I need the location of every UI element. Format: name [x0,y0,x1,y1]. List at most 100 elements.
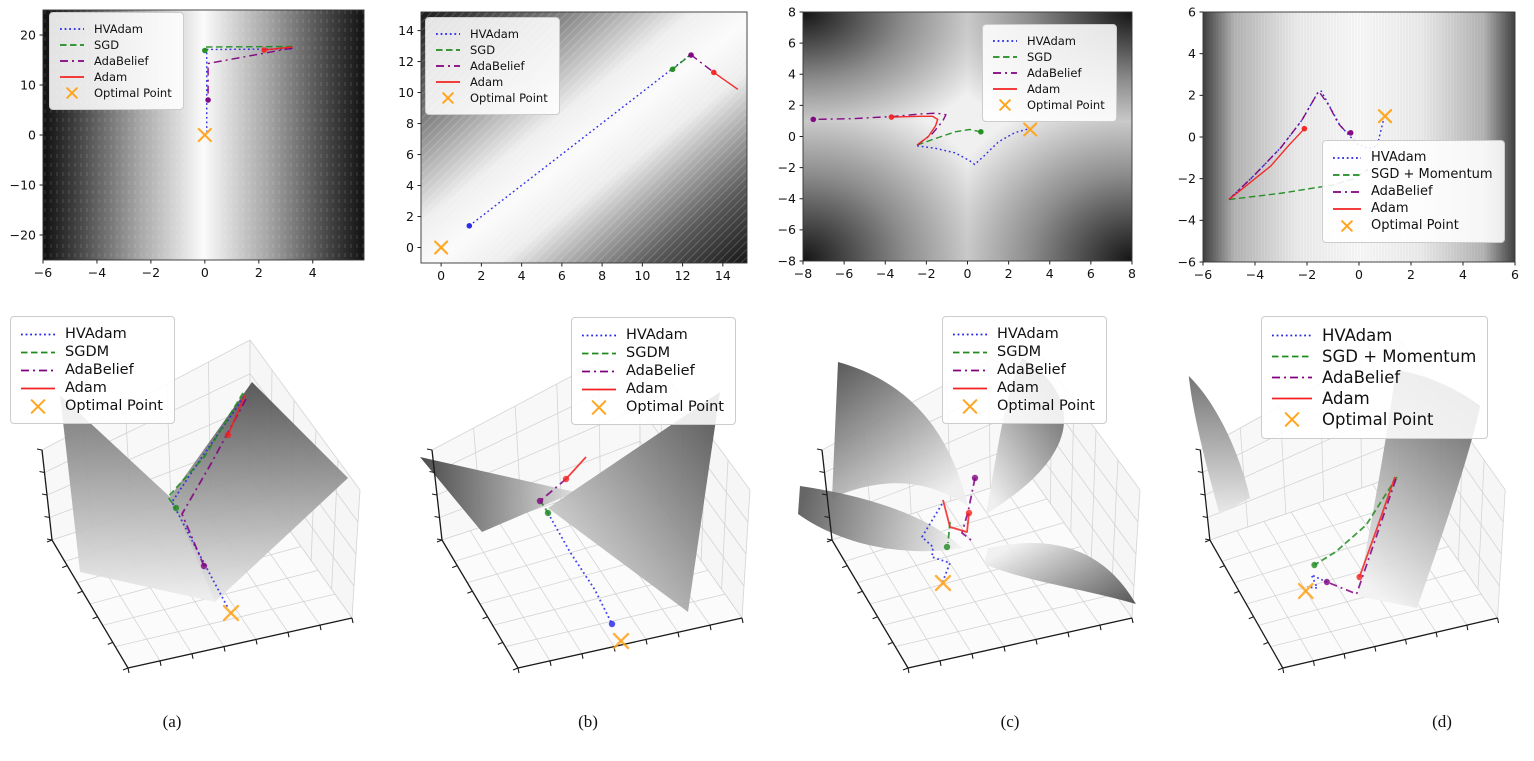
legend-item: AdaBelief [59,54,172,68]
svg-text:0: 0 [406,240,414,255]
legend-label: HVAdam [94,22,143,36]
legend-item: Adam [20,380,163,396]
legend-plot-b-surface3d: HVAdam SGDM AdaBelief Adam Optimal Point [571,317,736,425]
plot-a-surface3d: HVAdam SGDM AdaBelief Adam Optimal Point [0,300,390,700]
legend-label: Adam [1371,201,1409,216]
svg-text:−10: −10 [10,177,36,192]
legend-swatch-dashdot-line [993,72,1017,74]
svg-text:6: 6 [406,147,414,162]
legend-label: Optimal Point [94,86,172,100]
svg-text:−2: −2 [142,265,160,280]
legend-label: AdaBelief [94,54,149,68]
legend-label: HVAdam [997,326,1059,342]
svg-text:8: 8 [598,268,606,283]
legend-label: Optimal Point [1371,218,1459,233]
legend-item: AdaBelief [1271,368,1476,387]
svg-text:0: 0 [201,265,209,280]
svg-text:8: 8 [1128,266,1136,281]
legend-swatch-dotted-line [1272,334,1312,337]
legend-item: Optimal Point [1332,218,1493,233]
legend-swatch-dashed-line [993,56,1017,58]
svg-text:−6: −6 [778,222,796,237]
plot-d-surface3d-canvas [1188,339,1506,674]
legend-swatch-dashed-line [953,351,987,353]
svg-text:12: 12 [398,54,414,69]
legend-label: HVAdam [470,27,519,41]
svg-text:14: 14 [715,268,731,283]
svg-text:4: 4 [788,67,796,82]
svg-text:2: 2 [788,98,796,113]
svg-text:−2: −2 [778,160,796,175]
svg-text:−4: −4 [778,191,796,206]
legend-item: Adam [992,82,1105,96]
legend-label: AdaBelief [1027,66,1082,80]
legend-item: HVAdam [59,22,172,36]
legend-item: Optimal Point [20,398,163,414]
plot-a-contour: −6 −4 −2 0 2 4 −20 −10 0 10 20 HVAdam SGD AdaBelief A… [0,0,380,290]
plot-d-surface3d: HVAdam SGD + Momentum AdaBelief Adam Optimal… [1160,300,1534,700]
legend-label: Adam [626,381,668,397]
legend-swatch-dotted-line [436,33,460,35]
legend-item: SGD + Momentum [1332,167,1493,182]
svg-text:6: 6 [558,268,566,283]
legend-item: Optimal Point [581,399,724,415]
legend-swatch-solid-line [1272,397,1312,400]
svg-text:2: 2 [255,265,263,280]
legend-item: HVAdam [1271,326,1476,345]
legend-swatch-dotted-line [582,334,616,336]
legend-label: SGD + Momentum [1322,347,1477,366]
legend-label: SGD [1027,50,1053,64]
svg-text:2: 2 [1407,267,1415,282]
legend-item: Adam [435,75,548,89]
svg-text:2: 2 [1005,266,1013,281]
legend-item: Adam [1332,201,1493,216]
legend-swatch-dashed-line [60,44,84,46]
legend-label: SGDM [65,344,110,360]
svg-text:0: 0 [28,127,36,142]
legend-item: SGDM [581,345,724,361]
legend-swatch-dotted-line [1333,156,1361,159]
legend-plot-a-contour: HVAdam SGD AdaBelief Adam Optimal Point [49,12,184,110]
legend-item: Optimal Point [952,398,1095,414]
svg-text:−2: −2 [1178,171,1196,186]
legend-swatch-solid-line [21,387,55,389]
svg-text:14: 14 [398,23,414,38]
svg-text:6: 6 [1188,4,1196,19]
legend-label: HVAdam [65,326,127,342]
legend-plot-b-contour: HVAdam SGD AdaBelief Adam Optimal Point [425,17,560,115]
legend-label: AdaBelief [997,362,1066,378]
svg-text:4: 4 [518,268,526,283]
svg-text:−4: −4 [1246,267,1264,282]
legend-label: Optimal Point [626,399,724,415]
svg-text:8: 8 [788,4,796,19]
legend-label: SGD [470,43,496,57]
legend-label: Adam [1322,389,1370,408]
legend-item: Optimal Point [59,86,172,100]
plot-c-contour: −8 −6 −4 −2 0 2 4 6 8 −8 −6 −4 −2 0 2 4 6 8 HVAdam SGD AdaB… [770,0,1160,290]
svg-text:4: 4 [1459,267,1467,282]
legend-item: AdaBelief [952,362,1095,378]
legend-swatch-dashdot-line [1272,376,1312,379]
plot-b-surface3d: HVAdam SGDM AdaBelief Adam Optimal Point [390,300,780,700]
svg-text:4: 4 [1188,46,1196,61]
legend-label: HVAdam [1027,34,1076,48]
legend-item: HVAdam [20,326,163,342]
legend-swatch-x-marker-icon [66,87,78,99]
legend-label: AdaBelief [1371,184,1433,199]
legend-swatch-dashdot-line [1333,190,1361,193]
svg-text:4: 4 [406,178,414,193]
legend-label: HVAdam [1322,326,1393,345]
legend-item: AdaBelief [435,59,548,73]
legend-plot-d-contour: HVAdam SGD + Momentum AdaBelief Adam Optimal… [1322,140,1505,243]
svg-text:4: 4 [309,265,317,280]
legend-item: HVAdam [952,326,1095,342]
svg-text:10: 10 [398,85,414,100]
legend-item: Adam [952,380,1095,396]
plot-b-contour: 0 2 4 6 8 10 12 14 0 2 4 6 8 10 12 14 HVAdam SGD AdaBelie… [380,0,770,290]
legend-item: AdaBelief [581,363,724,379]
legend-swatch-dashdot-line [21,369,55,371]
svg-text:8: 8 [406,116,414,131]
legend-item: SGD + Momentum [1271,347,1476,366]
legend-swatch-x-marker-icon [591,399,607,415]
